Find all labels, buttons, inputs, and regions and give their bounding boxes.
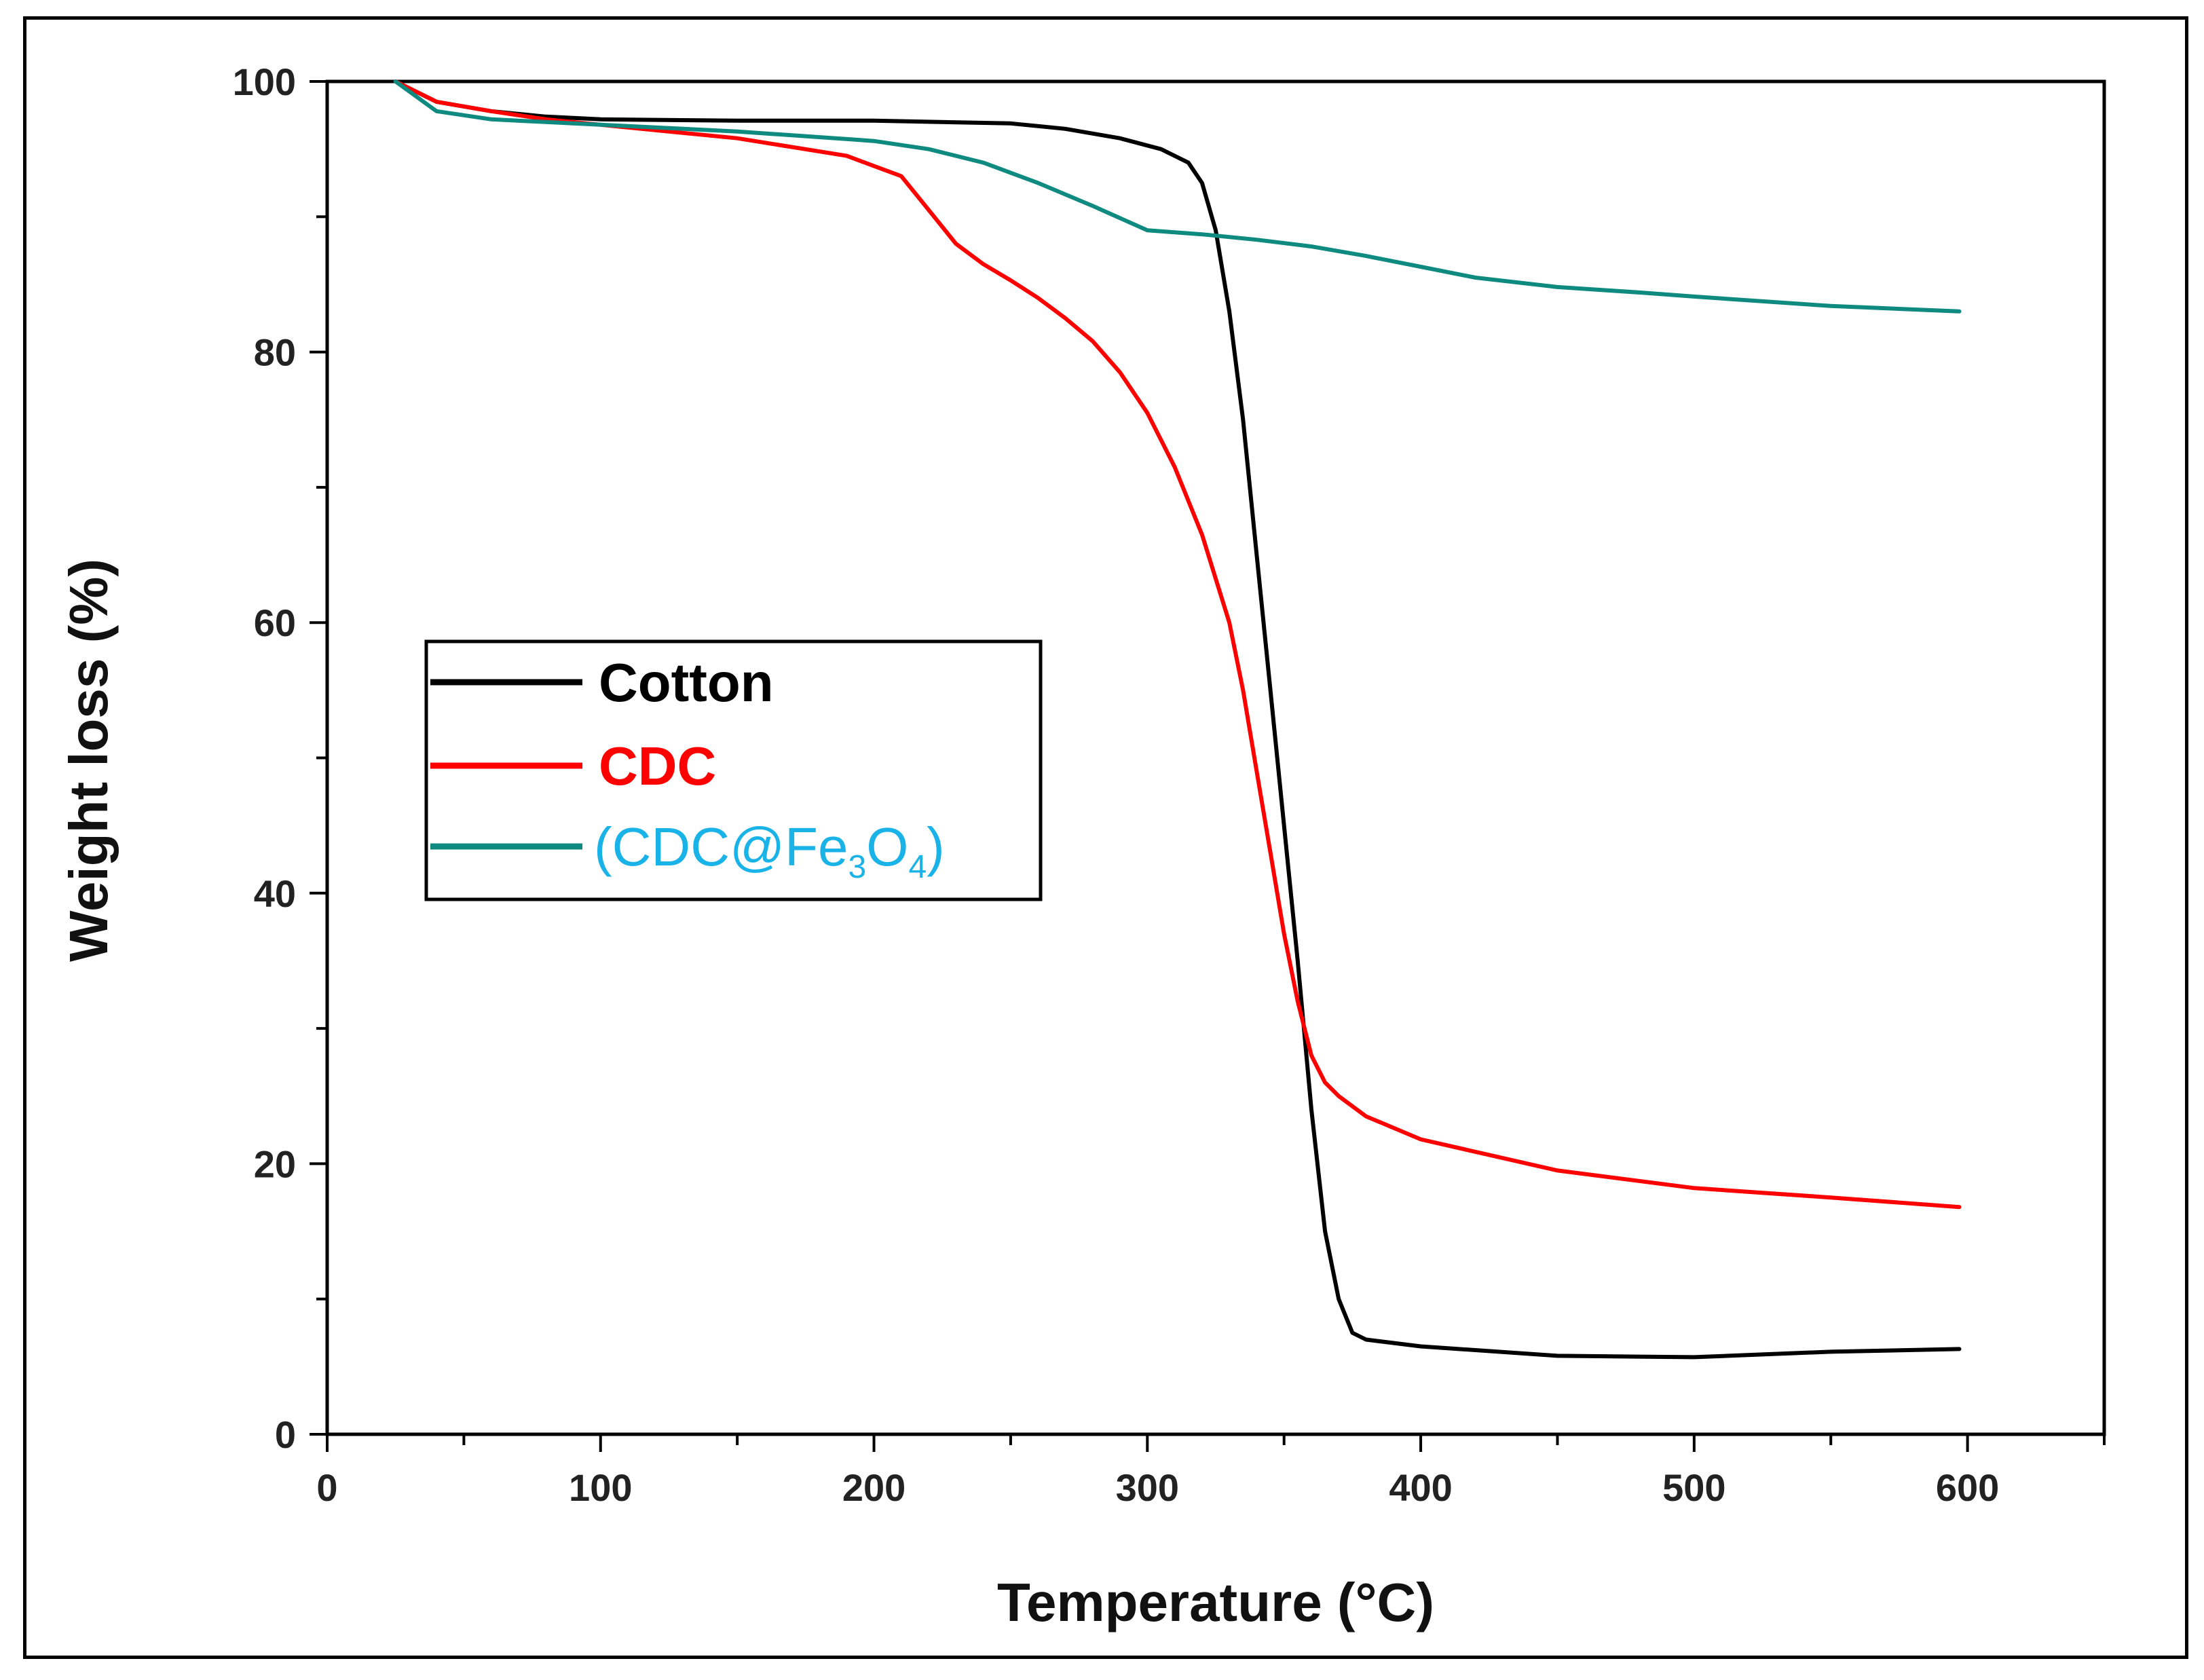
legend-label-cotton: Cotton	[599, 652, 774, 713]
legend-label-cdc: CDC	[599, 736, 716, 796]
y-tick-label: 60	[254, 601, 296, 644]
x-tick-label: 100	[569, 1466, 632, 1509]
x-tick-label: 300	[1116, 1466, 1179, 1509]
x-tick-label: 400	[1389, 1466, 1452, 1509]
legend-label-part-3: )	[927, 817, 945, 877]
legend-label-sub-2: 4	[908, 849, 927, 885]
y-axis: 0 20 40 60 80 100	[233, 60, 327, 1456]
x-tick-label: 500	[1662, 1466, 1725, 1509]
figure-frame	[23, 16, 2188, 1659]
x-tick-label: 600	[1936, 1466, 1999, 1509]
series-line-cdc	[393, 79, 1962, 1210]
legend: Cotton CDC (CDC@Fe3O4)	[424, 639, 1043, 901]
legend-label-sub-1: 3	[848, 849, 867, 885]
legend-label-part-1: (CDC@Fe	[594, 817, 848, 877]
x-axis: 0 100 200 300 400 500 600	[316, 1434, 2106, 1509]
legend-label-part-2: O	[866, 817, 908, 877]
series-line-cotton	[393, 79, 1962, 1360]
x-tick-label: 0	[316, 1466, 337, 1509]
legend-label-cdc-fe3o4: (CDC@Fe3O4)	[594, 817, 945, 885]
y-tick-label: 0	[275, 1413, 296, 1456]
y-tick-label: 80	[254, 331, 296, 374]
y-tick-label: 100	[233, 60, 296, 103]
y-axis-title: Weight loss (%)	[58, 559, 119, 962]
x-axis-title: Temperature (°C)	[997, 1572, 1434, 1632]
series-lines	[393, 79, 1962, 1360]
x-tick-label: 200	[842, 1466, 905, 1509]
y-tick-label: 40	[254, 872, 296, 915]
y-tick-label: 20	[254, 1142, 296, 1185]
series-line-cdc-fe3o4	[393, 79, 1962, 314]
